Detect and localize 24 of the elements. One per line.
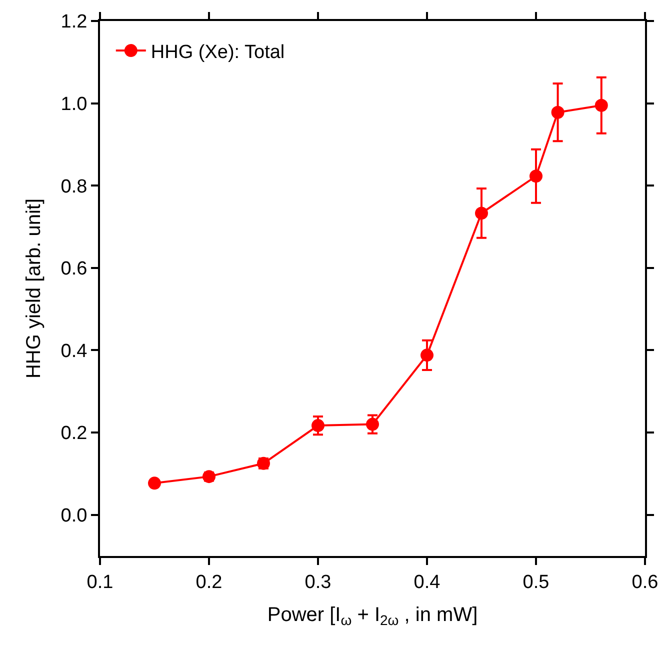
point <box>148 476 161 490</box>
text: 0.0 <box>60 506 88 526</box>
point <box>420 348 434 362</box>
y-axis-title: HHG yield [arb. unit] <box>22 198 45 379</box>
legend-label: HHG (Xe): Total <box>150 42 285 63</box>
x-tick-label: 0.5 <box>522 572 550 593</box>
point <box>312 419 324 432</box>
point <box>366 418 379 431</box>
point <box>594 98 608 112</box>
y-tick-label: 0.4 <box>60 340 88 362</box>
x-tick-label: 0.4 <box>414 572 441 593</box>
x-tick-label: 0.3 <box>304 572 332 593</box>
y-tick-label: 0.6 <box>60 258 88 280</box>
x-tick-label: 0.1 <box>86 572 114 593</box>
x-tick-label: 0.6 <box>632 572 658 593</box>
text: 1.0 <box>60 94 88 115</box>
y-tick-label: 1.2 <box>60 12 88 33</box>
y-tick-label: 0.8 <box>60 176 88 198</box>
point <box>530 170 542 183</box>
point <box>551 106 564 119</box>
x-axis-title: Power [I$_{ω}$ + I$_{2ω}$ , in mW] <box>267 604 478 628</box>
x-tick-label: 0.2 <box>196 572 222 593</box>
y-tick-label: 0.2 <box>60 423 88 444</box>
point <box>475 206 488 220</box>
